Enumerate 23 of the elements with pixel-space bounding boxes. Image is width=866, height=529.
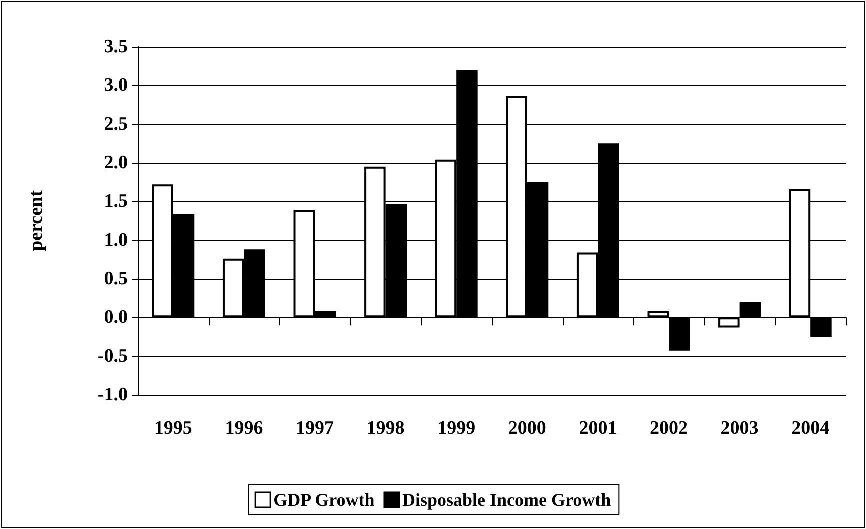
y-tick-label: 2.0 <box>104 152 128 174</box>
x-tick-label: 2001 <box>579 418 618 439</box>
x-tick-label: 2000 <box>508 418 546 439</box>
x-tick-label: 1997 <box>296 418 334 439</box>
y-tick-label: 3.5 <box>104 36 128 58</box>
legend-label: Disposable Income Growth <box>402 490 612 510</box>
y-axis-title: percent <box>26 190 47 252</box>
y-tick-label: 2.5 <box>104 114 128 135</box>
x-tick-label: 1998 <box>366 418 405 439</box>
y-tick-label: 0.0 <box>104 307 128 328</box>
x-tick-label: 2004 <box>792 418 830 439</box>
y-tick-label: 1.0 <box>104 230 128 251</box>
x-tick-label: 1999 <box>438 418 476 439</box>
x-tick-label: 1995 <box>154 418 192 439</box>
x-tick-label: 2003 <box>720 418 759 439</box>
x-tick-label: 2002 <box>650 418 688 439</box>
y-tick-label: -0.5 <box>98 346 128 367</box>
y-tick-label: 3.0 <box>104 75 128 96</box>
y-tick-label: 0.5 <box>104 268 128 290</box>
y-tick-label: -1.0 <box>98 384 128 406</box>
legend-label: GDP Growth <box>274 490 375 510</box>
y-tick-label: 1.5 <box>104 191 128 212</box>
x-tick-label: 1996 <box>225 418 264 439</box>
